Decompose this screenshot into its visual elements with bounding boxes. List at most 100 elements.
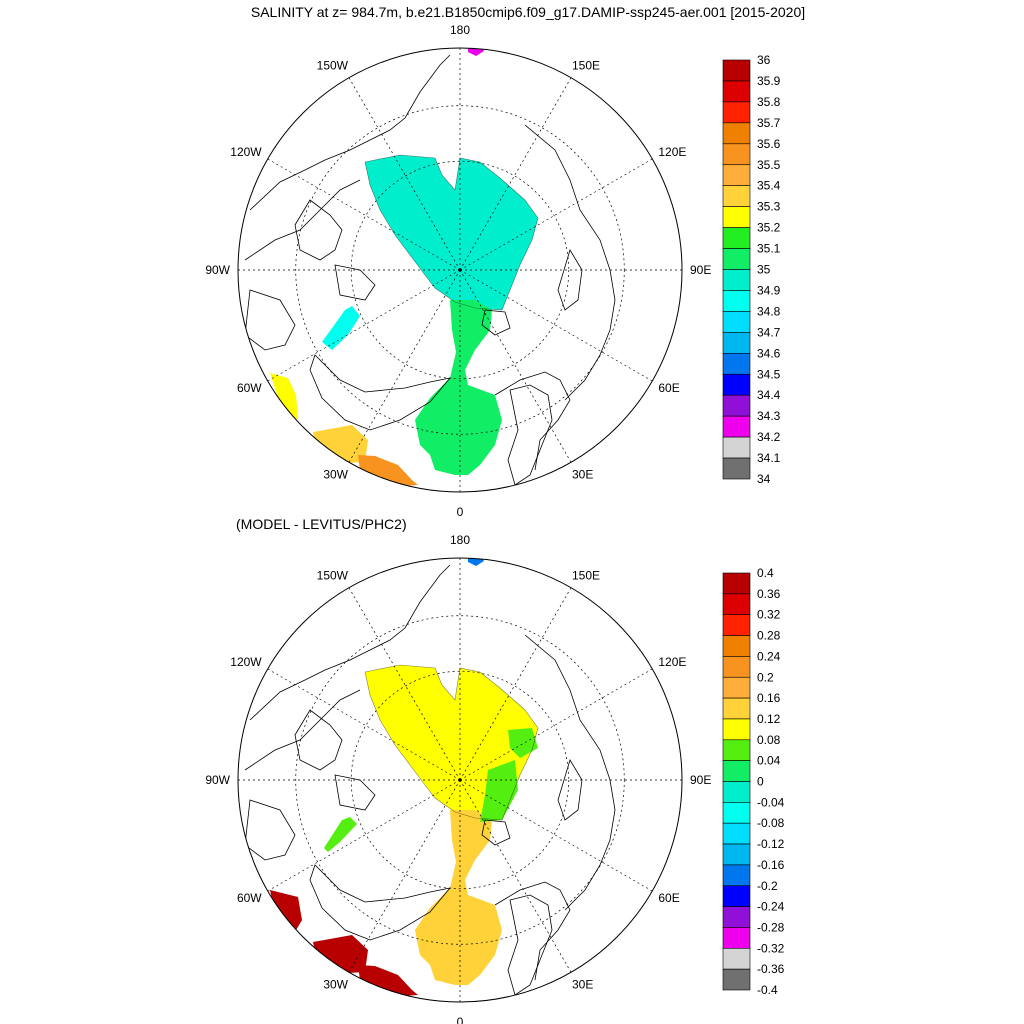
colorbar-swatch — [722, 593, 751, 615]
colorbar-swatch — [722, 739, 751, 761]
colorbar-swatch — [722, 947, 751, 970]
colorbar-tick-label: 35.5 — [757, 158, 781, 172]
colorbar-swatch — [722, 415, 751, 438]
region-nordic-seas — [415, 300, 502, 475]
colorbar-tick-label: 35.6 — [757, 137, 781, 151]
colorbar-swatch — [722, 572, 751, 595]
longitude-label: 30W — [323, 467, 348, 481]
colorbar-tick-label: -0.28 — [757, 920, 785, 934]
coastline-canadaIsl — [294, 199, 343, 261]
colorbar-swatch — [722, 332, 751, 354]
colorbar-tick-label: 35.2 — [757, 221, 781, 235]
meridian-line — [459, 668, 653, 781]
colorbar-swatch — [722, 656, 751, 678]
colorbar-swatch — [722, 227, 751, 249]
colorbar-tick-label: -0.4 — [757, 983, 778, 997]
colorbar-swatch — [722, 822, 751, 845]
region-nordic-seas — [415, 810, 502, 985]
longitude-label: 120W — [230, 145, 262, 159]
colorbar-tick-label: 35.4 — [757, 179, 781, 193]
coastline-eurasia2 — [494, 371, 571, 471]
colorbar-swatch — [722, 373, 751, 396]
colorbar-tick-label: 34.6 — [757, 346, 781, 360]
colorbar-swatch — [722, 311, 751, 333]
meridian-line — [459, 77, 572, 271]
coastline-canada2 — [244, 689, 361, 771]
longitude-label: 120W — [230, 655, 262, 669]
colorbar-swatch — [722, 635, 751, 657]
colorbar-2: 0.4 0.36 0.32 0.28 0.24 0.2 0.16 0.12 0.08 0.04 0 -… — [722, 566, 785, 997]
region-siberian-patch-2 — [480, 760, 518, 822]
colorbar-swatch — [722, 122, 751, 145]
colorbar-tick-label: 0.36 — [757, 587, 781, 601]
region-northeast-atlantic — [358, 965, 418, 996]
colorbar-swatch — [722, 436, 751, 459]
colorbar-tick-label: 35.7 — [757, 116, 781, 130]
colorbar-swatch — [722, 864, 751, 887]
colorbar-tick-label: 0.12 — [757, 712, 781, 726]
meridian-line — [267, 269, 461, 382]
region-irminger-margin — [270, 373, 298, 420]
coastline-hudson — [244, 799, 296, 861]
colorbar-tick-label: 35 — [757, 263, 771, 277]
meridian-line — [267, 779, 461, 892]
colorbar-swatch — [722, 80, 751, 103]
contour-line — [364, 664, 539, 821]
colorbar-swatch — [722, 781, 751, 803]
colorbar-tick-label: 0.16 — [757, 691, 781, 705]
colorbar-swatch — [722, 614, 751, 636]
longitude-label: 60E — [658, 381, 679, 395]
coastline-canadaIsl2 — [334, 264, 376, 301]
coastline-novaya — [557, 759, 583, 821]
meridian-line — [459, 269, 653, 382]
region-siberian-patch — [508, 728, 538, 758]
colorbar-tick-label: 34.1 — [757, 451, 781, 465]
contour-line — [364, 154, 539, 311]
meridian-line — [459, 779, 653, 892]
colorbar-tick-label: 0.4 — [757, 566, 774, 580]
colorbar-tick-label: -0.2 — [757, 879, 778, 893]
colorbar-tick-label: 34.5 — [757, 367, 781, 381]
coastline-eurasia2 — [494, 881, 571, 981]
colorbar-swatch — [722, 269, 751, 291]
figure-subtitle: (MODEL - LEVITUS/PHC2) — [236, 516, 407, 532]
coastline-hudson — [244, 289, 296, 351]
colorbar-swatch — [722, 927, 751, 949]
coastline-canadaIsl2 — [334, 774, 376, 811]
colorbar-tick-label: 34.4 — [757, 388, 781, 402]
longitude-label: 150E — [572, 569, 600, 583]
colorbar-swatch — [722, 885, 751, 907]
colorbar-swatch — [722, 968, 751, 991]
coastline-canada1 — [249, 54, 451, 211]
colorbar-tick-label: 34.7 — [757, 325, 781, 339]
longitude-label: 180 — [450, 23, 470, 37]
coastline-scand — [507, 894, 553, 996]
latitude-circle-1 — [350, 670, 570, 890]
colorbar-swatch — [722, 248, 751, 270]
coastline-novaya — [557, 249, 583, 311]
latitude-circle-2 — [295, 615, 625, 945]
longitude-label: 120E — [658, 145, 686, 159]
colorbar-tick-label: 0.08 — [757, 733, 781, 747]
longitude-label: 60E — [658, 891, 679, 905]
colorbar-swatch — [722, 697, 751, 720]
colorbar-swatch — [722, 290, 751, 312]
longitude-label: 60W — [237, 891, 262, 905]
meridian-line — [459, 158, 653, 271]
colorbar-tick-label: -0.16 — [757, 858, 785, 872]
colorbar-tick-label: -0.32 — [757, 941, 785, 955]
coastline-eurasia1 — [524, 124, 616, 401]
map-boundary — [237, 557, 683, 1003]
coastline-eurasia1 — [524, 634, 616, 911]
longitude-label: 150E — [572, 59, 600, 73]
colorbar-swatch — [722, 143, 751, 166]
colorbar-tick-label: 0.32 — [757, 608, 781, 622]
colorbar-tick-label: 0.04 — [757, 754, 781, 768]
map-boundary — [237, 47, 683, 493]
colorbar-swatch — [722, 906, 751, 928]
colorbar-tick-label: 0.24 — [757, 649, 781, 663]
colorbar-tick-label: 35.8 — [757, 95, 781, 109]
colorbar-swatch — [722, 101, 751, 124]
longitude-label: 30W — [323, 977, 348, 991]
